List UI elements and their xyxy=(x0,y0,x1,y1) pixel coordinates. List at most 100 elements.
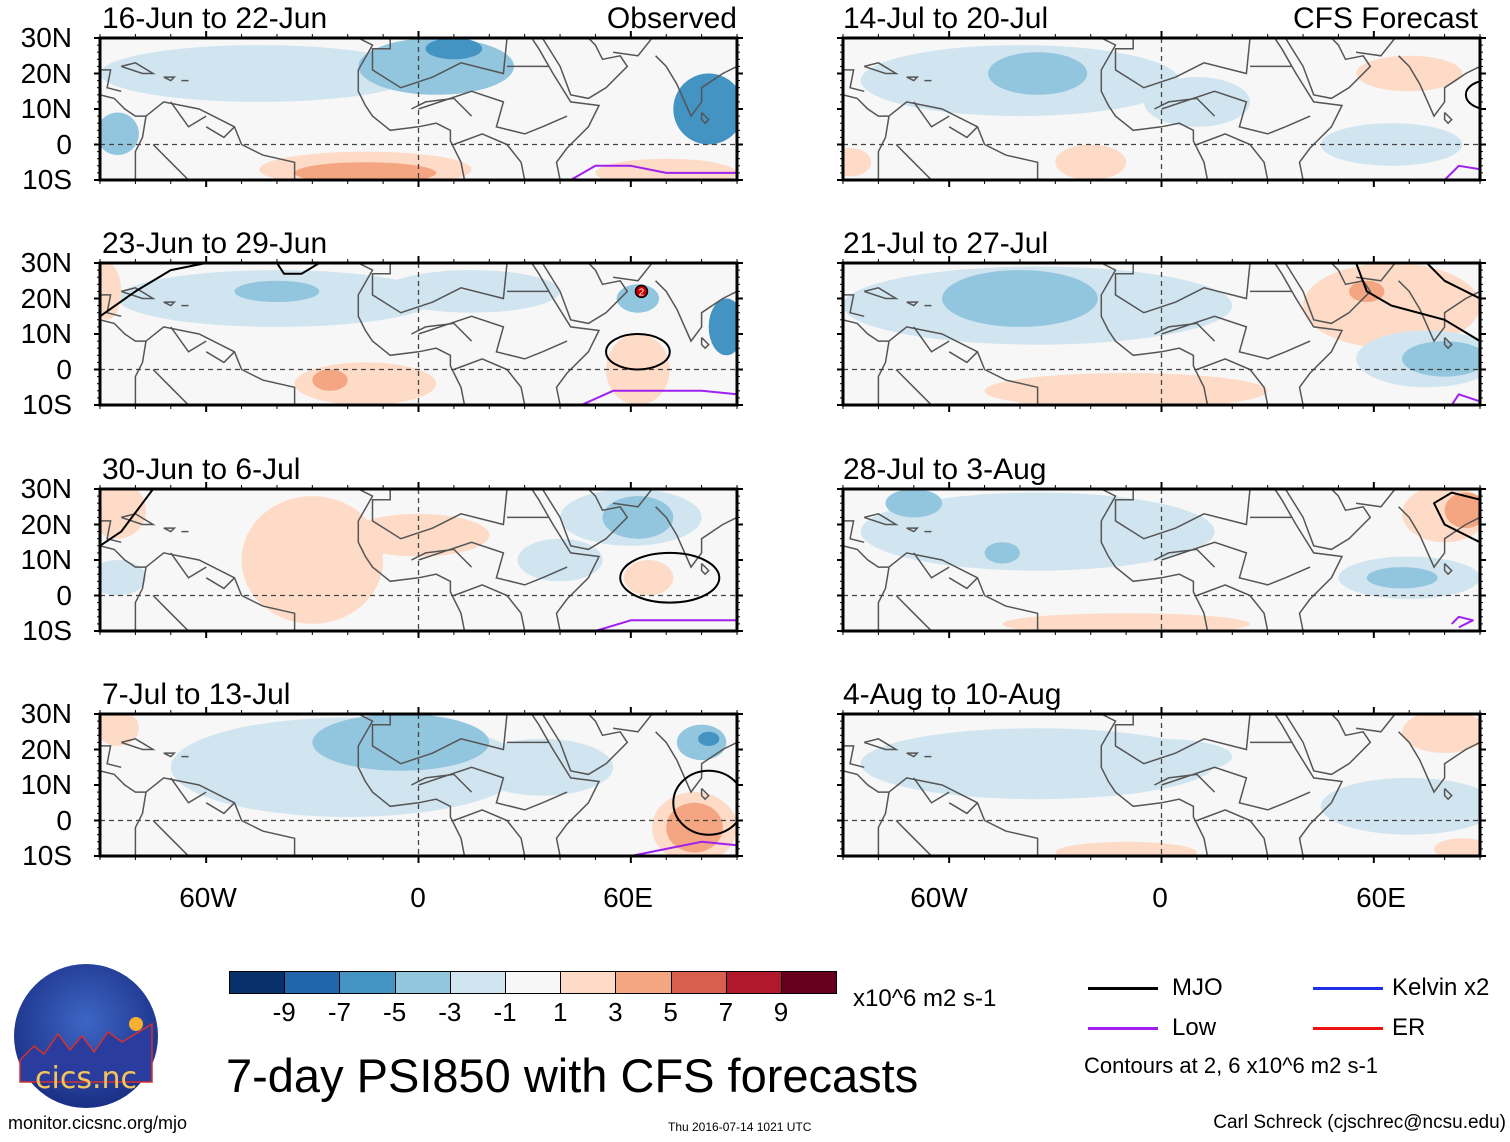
coastline xyxy=(541,714,629,776)
coastline xyxy=(863,512,899,526)
contour-low xyxy=(570,164,737,180)
coastline xyxy=(843,69,865,93)
lon-label-60w-left: 60W xyxy=(179,882,237,913)
coastline xyxy=(1284,38,1372,100)
coastline xyxy=(541,489,629,551)
coastline xyxy=(100,545,146,568)
coastline xyxy=(1479,291,1480,293)
legend-label-er: ER xyxy=(1392,1014,1426,1041)
coastline xyxy=(700,336,710,350)
anomaly-region xyxy=(100,560,146,596)
coastline xyxy=(1398,731,1480,794)
panel-title-p7: 28-Jul to 3-Aug xyxy=(843,453,1047,486)
panel-title-p8: 4-Aug to 10-Aug xyxy=(843,678,1062,711)
coastline xyxy=(863,61,899,75)
coastline xyxy=(843,770,889,793)
coastline xyxy=(843,294,865,318)
colorbar-swatch xyxy=(560,971,617,994)
coastline xyxy=(1100,489,1209,631)
anomaly-region xyxy=(312,714,490,771)
anomaly-region xyxy=(383,270,561,313)
anomaly-region xyxy=(595,158,737,180)
coastline xyxy=(418,541,543,586)
legend-label-low: Low xyxy=(1172,1014,1217,1041)
coastline xyxy=(1398,55,1480,118)
coastline xyxy=(100,520,122,544)
coastline xyxy=(1114,38,1251,89)
coastline xyxy=(655,280,737,343)
coastline xyxy=(1274,263,1344,405)
coastline xyxy=(1398,506,1480,569)
lon-label-60e-left: 60E xyxy=(603,882,653,913)
coastline xyxy=(948,126,979,139)
map-content xyxy=(100,489,737,631)
coastline xyxy=(371,714,508,765)
coastline xyxy=(1161,541,1286,586)
coastline xyxy=(1285,115,1311,128)
anomaly-region xyxy=(623,560,674,596)
coastline xyxy=(700,562,710,576)
contour-mjo xyxy=(1426,263,1480,300)
coastline xyxy=(1443,787,1453,801)
coastline xyxy=(152,368,190,405)
column-tag-observed: Observed xyxy=(606,2,737,35)
colorbar-tick-label: 3 xyxy=(608,997,623,1027)
coastline xyxy=(736,517,737,519)
coastline xyxy=(1100,263,1209,405)
coastline xyxy=(913,326,950,353)
map-content: 2 xyxy=(100,263,737,405)
coastline xyxy=(1114,263,1251,314)
anomaly-region xyxy=(1055,144,1127,180)
coastline xyxy=(134,552,296,631)
anomaly-region xyxy=(100,714,139,746)
coastline xyxy=(1161,766,1286,811)
coastline xyxy=(1114,714,1251,765)
anomaly-region xyxy=(517,538,603,582)
anomaly-region xyxy=(984,373,1268,405)
storm-marker xyxy=(634,284,649,299)
lat-label: 10N xyxy=(20,544,72,575)
coastline xyxy=(948,351,979,364)
contour-mjo xyxy=(1355,263,1480,342)
lon-label-60w-right: 60W xyxy=(910,882,968,913)
coastline xyxy=(612,263,653,282)
coastline xyxy=(531,38,601,180)
coastline xyxy=(1285,566,1311,579)
coastline xyxy=(1443,111,1453,125)
map-content xyxy=(843,38,1480,180)
map-panel-p2: 2 xyxy=(94,256,743,412)
anomaly-region xyxy=(1402,714,1480,754)
logo-mountains xyxy=(19,1022,153,1083)
timestamp: Thu 2016-07-14 1021 UTC xyxy=(668,1120,812,1134)
panel-title-p6: 21-Jul to 27-Jul xyxy=(843,227,1049,260)
coastline xyxy=(134,326,296,405)
coastline xyxy=(906,76,920,82)
coastline xyxy=(100,294,122,318)
coastline xyxy=(152,594,190,631)
colorbar-swatch xyxy=(229,971,286,994)
lon-label-0-left: 0 xyxy=(410,882,426,913)
coastline xyxy=(541,263,629,325)
coastline xyxy=(1274,489,1344,631)
coastline xyxy=(1398,280,1480,343)
anomaly-region xyxy=(241,496,384,624)
coastline xyxy=(863,737,899,751)
lat-label: 10N xyxy=(20,93,72,124)
lat-label: 20N xyxy=(20,57,72,89)
coastline xyxy=(948,802,979,815)
coastline xyxy=(163,527,177,533)
coastline xyxy=(120,61,156,75)
colorbar-swatch xyxy=(394,971,451,994)
lat-label: 10S xyxy=(22,840,72,871)
lat-label: 10N xyxy=(20,769,72,800)
lat-label: 30N xyxy=(20,247,72,278)
anomaly-region xyxy=(471,738,614,796)
coastline xyxy=(163,76,177,82)
coastline xyxy=(913,552,950,579)
colorbar-swatch xyxy=(670,971,727,994)
legend-line-mjo xyxy=(1088,987,1158,990)
legend-line-kelvin xyxy=(1313,987,1383,990)
coastline xyxy=(1443,562,1453,576)
lat-label: 20N xyxy=(20,508,72,540)
coastline xyxy=(120,286,156,300)
